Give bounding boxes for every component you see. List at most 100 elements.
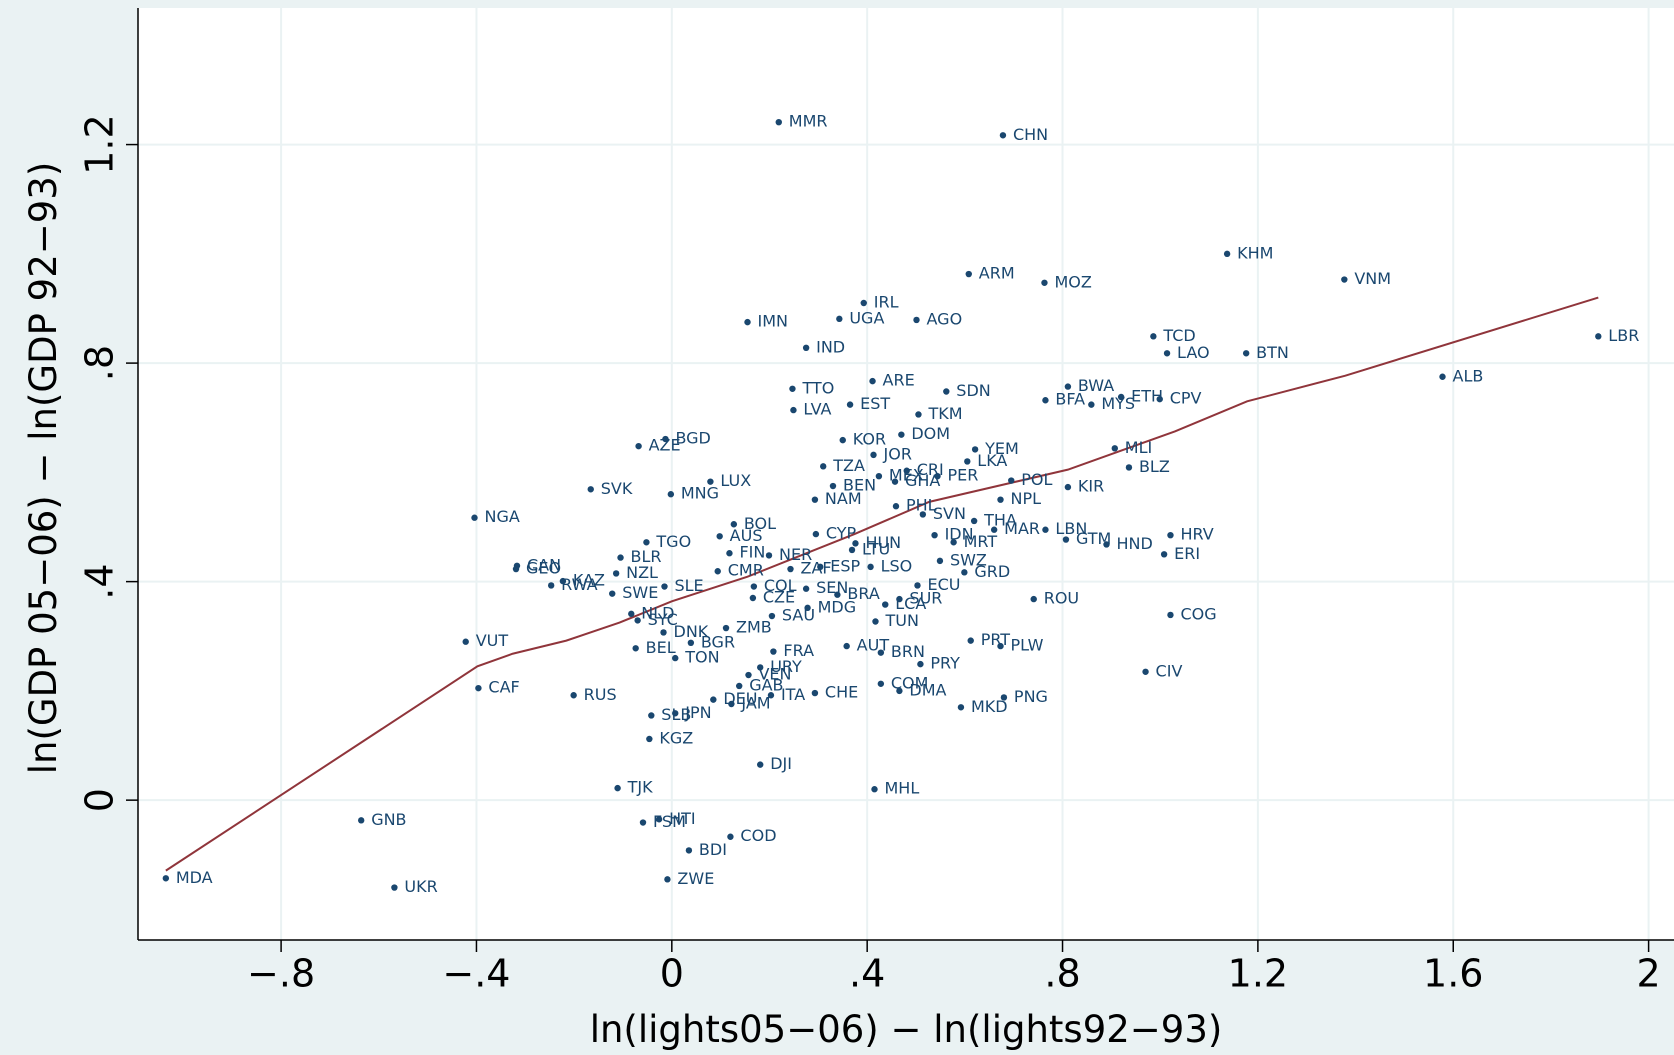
point [1062,536,1070,543]
point [1223,250,1231,258]
point [817,563,824,571]
point [820,463,827,470]
point-label: ARM [979,264,1015,283]
point-label: DNK [674,622,709,641]
point-label: GEO [526,559,561,578]
point-label: UKR [404,877,437,896]
point-label: AUT [857,636,890,655]
point [728,700,735,708]
point-label: BGR [701,632,735,651]
point [559,577,567,585]
point [891,478,899,485]
point [1030,595,1037,603]
point-label: MLI [1125,438,1152,457]
point-label: ETH [1131,386,1163,405]
point-label: CYP [826,524,857,543]
point-label: DOM [911,424,950,443]
x-tick-label: .8 [1044,952,1080,996]
point [931,531,938,539]
point-label: NZL [626,563,658,582]
point-label: PNG [1014,687,1048,706]
point-label: DJI [770,754,792,773]
point-label: MAR [1004,519,1040,538]
point-label: TZA [832,456,865,475]
point-label: TJK [627,778,653,797]
y-tick-label: 0 [78,788,122,812]
point-label: PRY [930,654,960,673]
grid [138,8,1674,940]
point [655,816,663,823]
point-label: GRD [974,562,1010,581]
point-label: SWE [622,583,658,602]
point-label: VUT [476,631,509,650]
point [1156,395,1163,403]
point [860,299,867,307]
point [609,590,616,597]
point-label: SEN [816,578,848,597]
point [687,639,695,647]
point [660,629,667,636]
point-label: BDI [699,840,727,859]
point-label: BEN [843,476,876,495]
point [1111,445,1118,452]
point [768,612,776,620]
point [643,539,650,546]
point [617,554,624,561]
point-label: HTI [669,809,696,828]
point [1595,333,1602,340]
point-label: KAZ [573,571,605,590]
x-tick-label: −.4 [442,952,510,996]
point [812,530,820,538]
fit-layer [165,296,1599,872]
point [870,451,877,459]
point [1142,668,1149,675]
point [811,689,819,697]
point [917,660,924,668]
point-label: KGZ [659,728,693,747]
point-label: CHE [825,683,858,702]
point-label: TUN [884,611,918,630]
point [967,637,974,644]
point [787,565,794,573]
point [882,601,889,608]
point-label: VEN [758,665,791,684]
x-tick-label: −.8 [247,952,315,996]
point-label: MDG [818,597,857,616]
point-label: SLE [674,576,703,595]
point-label: EST [860,394,890,413]
point [867,563,874,571]
point-label: HND [1116,534,1152,553]
point [1163,350,1171,357]
point [722,624,730,632]
y-tick-label: .4 [78,563,122,599]
point-label: MMR [789,112,828,131]
point-label: LSO [881,556,913,575]
point-label: POL [1021,470,1052,489]
point-label: COG [1180,604,1216,623]
point-label: LCA [895,594,926,613]
point-label: MNG [681,484,719,503]
point-label: TGO [655,532,691,551]
point [612,570,620,577]
point-label: ZMB [736,618,772,637]
x-axis-title: ln(lights05−06) − ln(lights92−93) [590,1008,1223,1051]
point [767,692,775,699]
point [914,582,921,589]
point-label: ITA [781,685,805,704]
point [934,472,941,480]
point [875,472,883,480]
point [997,496,1004,503]
point-label: LTU [862,539,890,558]
point-label: CAN [527,555,561,574]
point [1117,393,1125,401]
point [726,550,733,557]
point-label: FSM [653,812,686,831]
point [869,377,876,385]
point [852,540,859,547]
point [1150,333,1157,340]
point [896,687,903,695]
point-label: ERI [1174,544,1200,563]
point-label: LVA [803,400,831,419]
point-label: AGO [927,309,963,328]
